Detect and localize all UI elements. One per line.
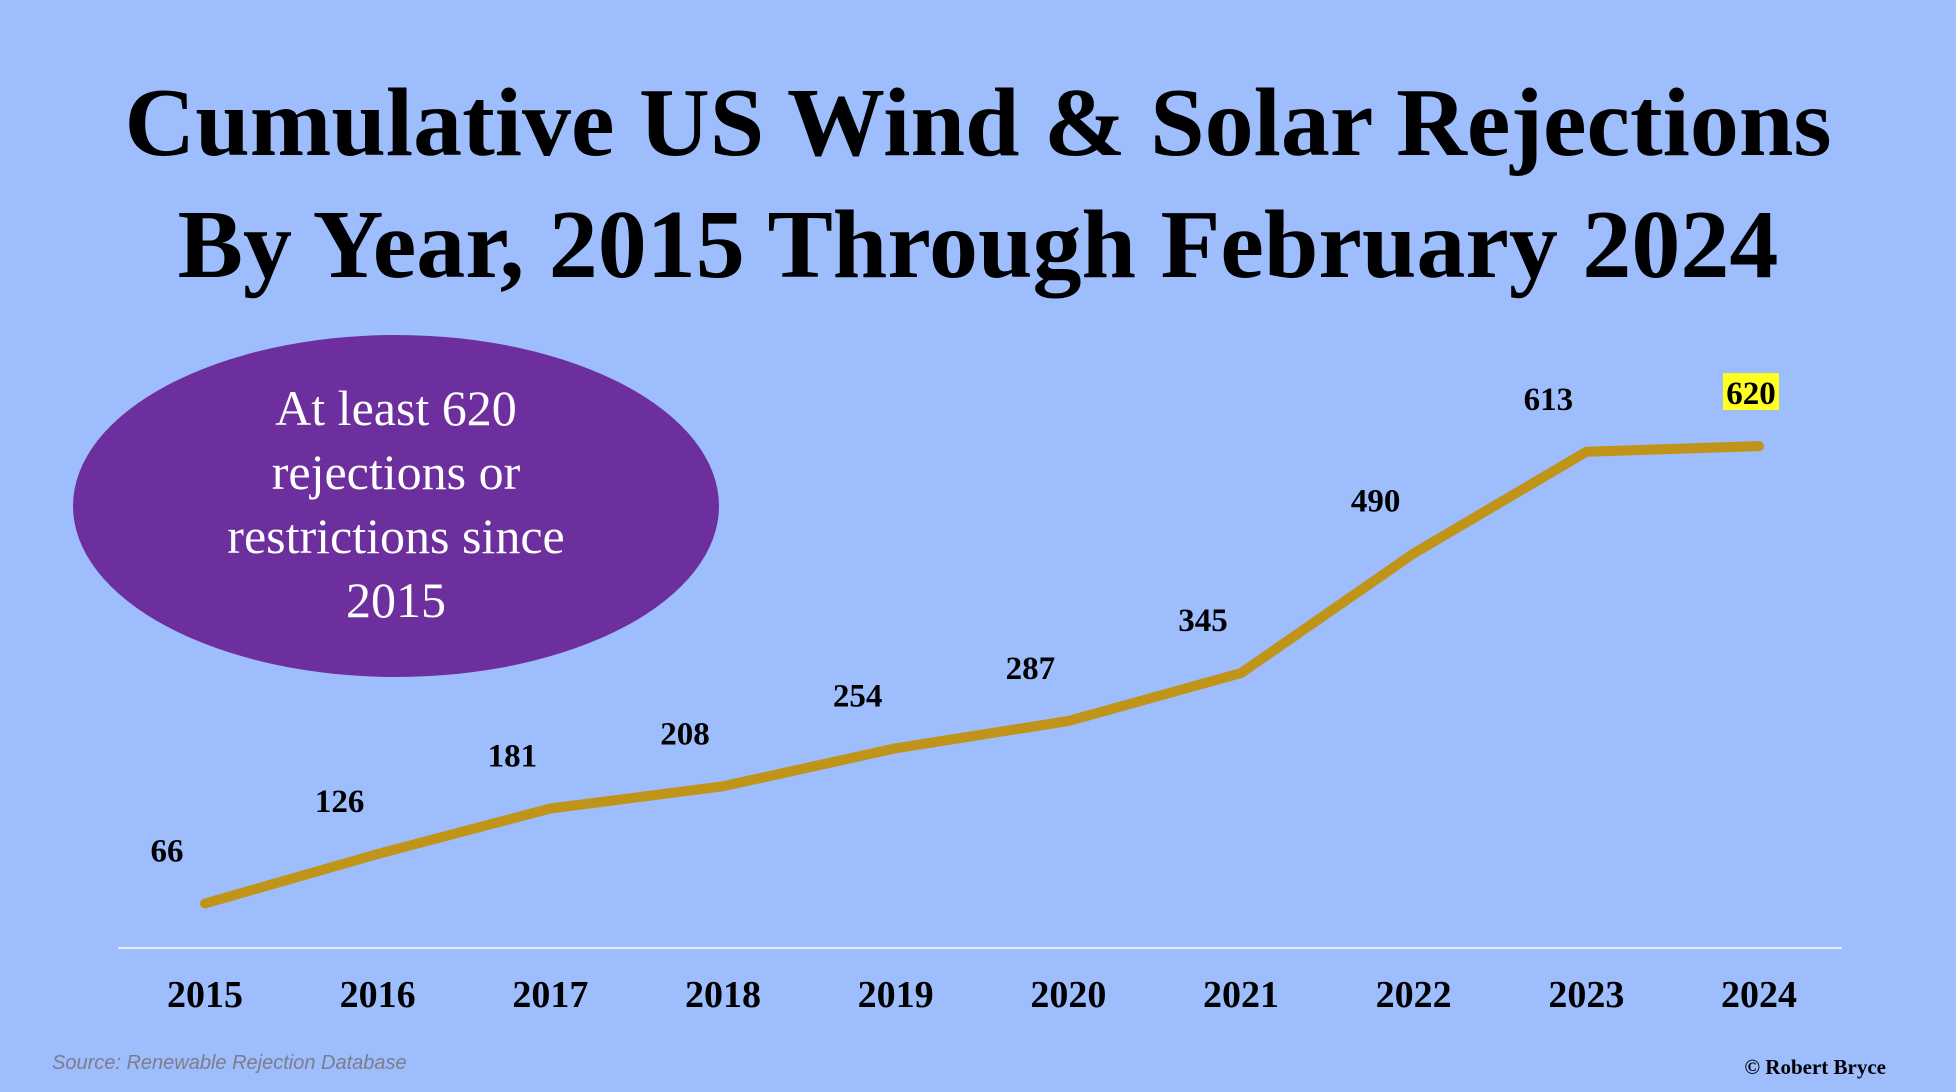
x-tick-label: 2024 [1721,974,1797,1016]
source-note: Source: Renewable Rejection Database [52,1052,407,1074]
data-point [1236,668,1246,679]
series-line [203,441,1760,909]
data-label: 613 [1524,382,1574,418]
data-label: 254 [833,678,883,714]
data-point [545,803,556,814]
data-label: 287 [1006,651,1056,687]
chart-title-line-1: Cumulative US Wind & Solar Rejections [124,69,1832,177]
data-label: 490 [1351,483,1401,519]
data-point [200,898,210,909]
x-tick-label: 2018 [685,974,761,1016]
data-label: 620 [1726,376,1776,412]
data-label: 181 [488,739,538,775]
x-tick-label: 2019 [858,974,934,1016]
x-tick-label: 2023 [1548,974,1624,1016]
data-point [718,781,728,792]
data-label: 208 [660,716,710,752]
data-point [1408,548,1419,559]
x-tick-label: 2015 [167,974,243,1016]
chart-title-line-2: By Year, 2015 Through February 2024 [177,191,1779,299]
data-label: 66 [151,834,184,870]
x-tick-label: 2016 [340,974,416,1016]
chart-title: Cumulative US Wind & Solar Rejections By… [0,62,1956,306]
callout-ellipse: At least 620 rejections or restrictions … [73,335,719,677]
data-point [890,743,901,754]
callout-text: At least 620 rejections or restrictions … [227,380,565,628]
x-tick-label: 2022 [1376,974,1452,1016]
x-tick-label: 2021 [1203,974,1279,1016]
data-point [1754,441,1764,452]
x-tick-label: 2017 [512,974,588,1016]
data-label: 126 [315,784,365,820]
copyright-credit: © Robert Bryce [1744,1055,1886,1079]
data-label-highlight [1723,373,1779,411]
data-label: 345 [1178,603,1228,639]
data-point [1581,446,1592,457]
x-tick-label: 2020 [1030,974,1106,1016]
data-point [1063,716,1074,727]
data-point [372,848,383,859]
